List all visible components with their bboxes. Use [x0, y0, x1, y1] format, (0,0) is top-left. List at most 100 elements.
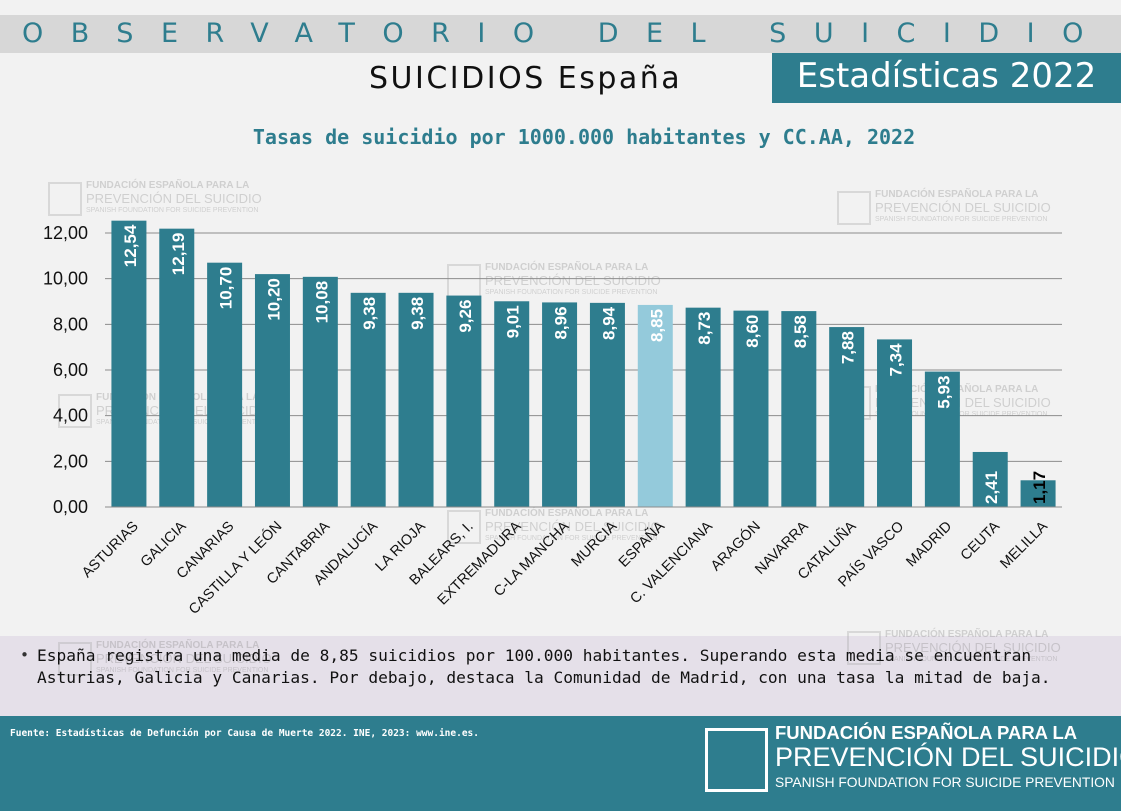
value-label: 2,41 [982, 471, 1001, 504]
y-tick-label: 12,00 [43, 223, 88, 243]
value-label: 10,20 [264, 278, 283, 321]
watermark-square-icon [837, 191, 871, 225]
watermark-line1: FUNDACIÓN ESPAÑOLA PARA LA [875, 189, 1039, 200]
y-tick-label: 2,00 [53, 451, 88, 471]
bar [207, 262, 243, 507]
bar [589, 302, 625, 507]
subtitle-right: Estadísticas 2022 [772, 53, 1121, 103]
bar [446, 295, 482, 507]
x-tick-label: EXTREMADURA [435, 518, 525, 608]
x-tick-label: CASTILLA Y LEÓN [185, 518, 285, 618]
watermark-logo: FUNDACIÓN ESPAÑOLA PARA LA PREVENCIÓN DE… [847, 629, 1087, 669]
value-label: 8,60 [743, 315, 762, 348]
x-tick-label: C. VALENCIANA [627, 518, 716, 607]
y-tick-label: 0,00 [53, 497, 88, 517]
footer-band [0, 716, 1121, 811]
watermark-line3: SPANISH FOUNDATION FOR SUICIDE PREVENTIO… [875, 216, 1048, 223]
watermark-line1: FUNDACIÓN ESPAÑOLA PARA LA [96, 640, 260, 651]
bar [254, 274, 290, 507]
y-tick-label: 10,00 [43, 269, 88, 289]
watermark-line1: FUNDACIÓN ESPAÑOLA PARA LA [86, 180, 250, 191]
watermark-line3: SPANISH FOUNDATION FOR SUICIDE PREVENTIO… [885, 656, 1058, 663]
x-tick-label: MURCIA [568, 518, 620, 570]
bar [781, 311, 817, 507]
bar [111, 220, 147, 508]
watermark-line2: PREVENCIÓN DEL SUICIDIO [885, 640, 1061, 655]
bar [637, 304, 673, 507]
x-tick-label: CEUTA [958, 518, 1004, 564]
watermark-square-icon [48, 182, 82, 216]
bar [685, 307, 721, 507]
watermark-logo: FUNDACIÓN ESPAÑOLA PARA LA PREVENCIÓN DE… [48, 180, 288, 220]
watermark-line2: PREVENCIÓN DEL SUICIDIO [485, 519, 661, 534]
value-label: 9,38 [360, 297, 379, 330]
bar [1020, 480, 1056, 507]
bar [350, 292, 386, 507]
value-label: 8,94 [599, 306, 618, 340]
watermark-logo: FUNDACIÓN ESPAÑOLA PARA LA PREVENCIÓN DE… [447, 508, 687, 548]
watermark-line3: SPANISH FOUNDATION FOR SUICIDE PREVENTIO… [86, 207, 259, 214]
bar [398, 292, 434, 507]
value-label: 7,88 [839, 331, 858, 364]
bar [494, 301, 530, 507]
watermark-logo: FUNDACIÓN ESPAÑOLA PARA LA PREVENCIÓN DE… [837, 189, 1077, 229]
watermark-line3: SPANISH FOUNDATION FOR SUICIDE PREVENTIO… [875, 411, 1048, 418]
watermark-line3: SPANISH FOUNDATION FOR SUICIDE PREVENTIO… [485, 289, 658, 296]
watermark-square-icon [58, 642, 92, 676]
watermark-line1: FUNDACIÓN ESPAÑOLA PARA LA [485, 262, 649, 273]
bar [159, 228, 195, 507]
bar [972, 451, 1008, 507]
x-tick-label: MADRID [903, 519, 955, 571]
note-panel [0, 636, 1121, 716]
foundation-logo-icon [705, 728, 768, 792]
value-label: 8,73 [695, 312, 714, 345]
chart-title: Tasas de suicidio por 1000.000 habitante… [252, 125, 916, 149]
watermark-line3: SPANISH FOUNDATION FOR SUICIDE PREVENTIO… [96, 667, 269, 674]
watermark-line2: PREVENCIÓN DEL SUICIDIO [485, 273, 661, 288]
value-label: 7,34 [887, 343, 906, 377]
bar [733, 310, 769, 507]
watermark-square-icon [447, 510, 481, 544]
bar [877, 339, 913, 507]
subtitle-left: SUICIDIOS España [369, 61, 683, 96]
observatorio-title: OBSERVATORIO DEL SUICIDIO [22, 18, 1111, 49]
x-tick-label: MELILLA [997, 518, 1051, 572]
y-tick-label: 4,00 [53, 406, 88, 426]
bar [829, 327, 865, 507]
bar [302, 276, 338, 507]
foundation-name-line1: FUNDACIÓN ESPAÑOLA PARA LA [775, 722, 1078, 743]
value-label: 8,96 [552, 306, 571, 339]
value-label: 10,08 [312, 281, 331, 324]
header-band [0, 15, 1121, 53]
watermark-line2: PREVENCIÓN DEL SUICIDIO [96, 651, 272, 666]
value-label: 12,54 [121, 224, 140, 267]
bar-chart: 0,00 2,00 4,00 6,00 8,00 10,00 12,00 12,54 ASTUR… [43, 220, 1062, 618]
watermark-line2: PREVENCIÓN DEL SUICIDIO [875, 200, 1051, 215]
source-text: Fuente: Estadísticas de Defunción por Ca… [10, 728, 479, 739]
note-bullet: • [20, 646, 30, 664]
y-tick-label: 6,00 [53, 360, 88, 380]
value-label: 12,19 [169, 233, 188, 276]
note-text: España registra una media de 8,85 suicid… [37, 646, 1051, 687]
bar [924, 371, 960, 507]
bar [542, 302, 578, 507]
value-label: 9,38 [408, 297, 427, 330]
watermark-logo: FUNDACIÓN ESPAÑOLA PARA LA PREVENCIÓN DE… [58, 640, 298, 680]
watermark-square-icon [58, 394, 92, 428]
y-tick-label: 8,00 [53, 314, 88, 334]
value-label: 1,17 [1030, 471, 1049, 504]
foundation-name-line3: SPANISH FOUNDATION FOR SUICIDE PREVENTIO… [775, 775, 1115, 790]
value-label: 9,26 [456, 300, 475, 333]
watermark-square-icon [847, 631, 881, 665]
watermark-line1: FUNDACIÓN ESPAÑOLA PARA LA [485, 508, 649, 519]
x-tick-label: ASTURIAS [79, 519, 142, 582]
value-label: 9,01 [504, 305, 523, 338]
value-label: 8,85 [647, 309, 666, 342]
watermark-line2: PREVENCIÓN DEL SUICIDIO [86, 191, 262, 206]
watermark-line3: SPANISH FOUNDATION FOR SUICIDE PREVENTIO… [485, 535, 658, 542]
foundation-name-line2: PREVENCIÓN DEL SUICIDIO [775, 742, 1121, 772]
watermark-line2: PREVENCIÓN DEL SUICIDIO [875, 395, 1051, 410]
watermark-line1: FUNDACIÓN ESPAÑOLA PARA LA [885, 629, 1049, 640]
value-label: 8,58 [791, 315, 810, 348]
value-label: 10,70 [217, 267, 236, 310]
